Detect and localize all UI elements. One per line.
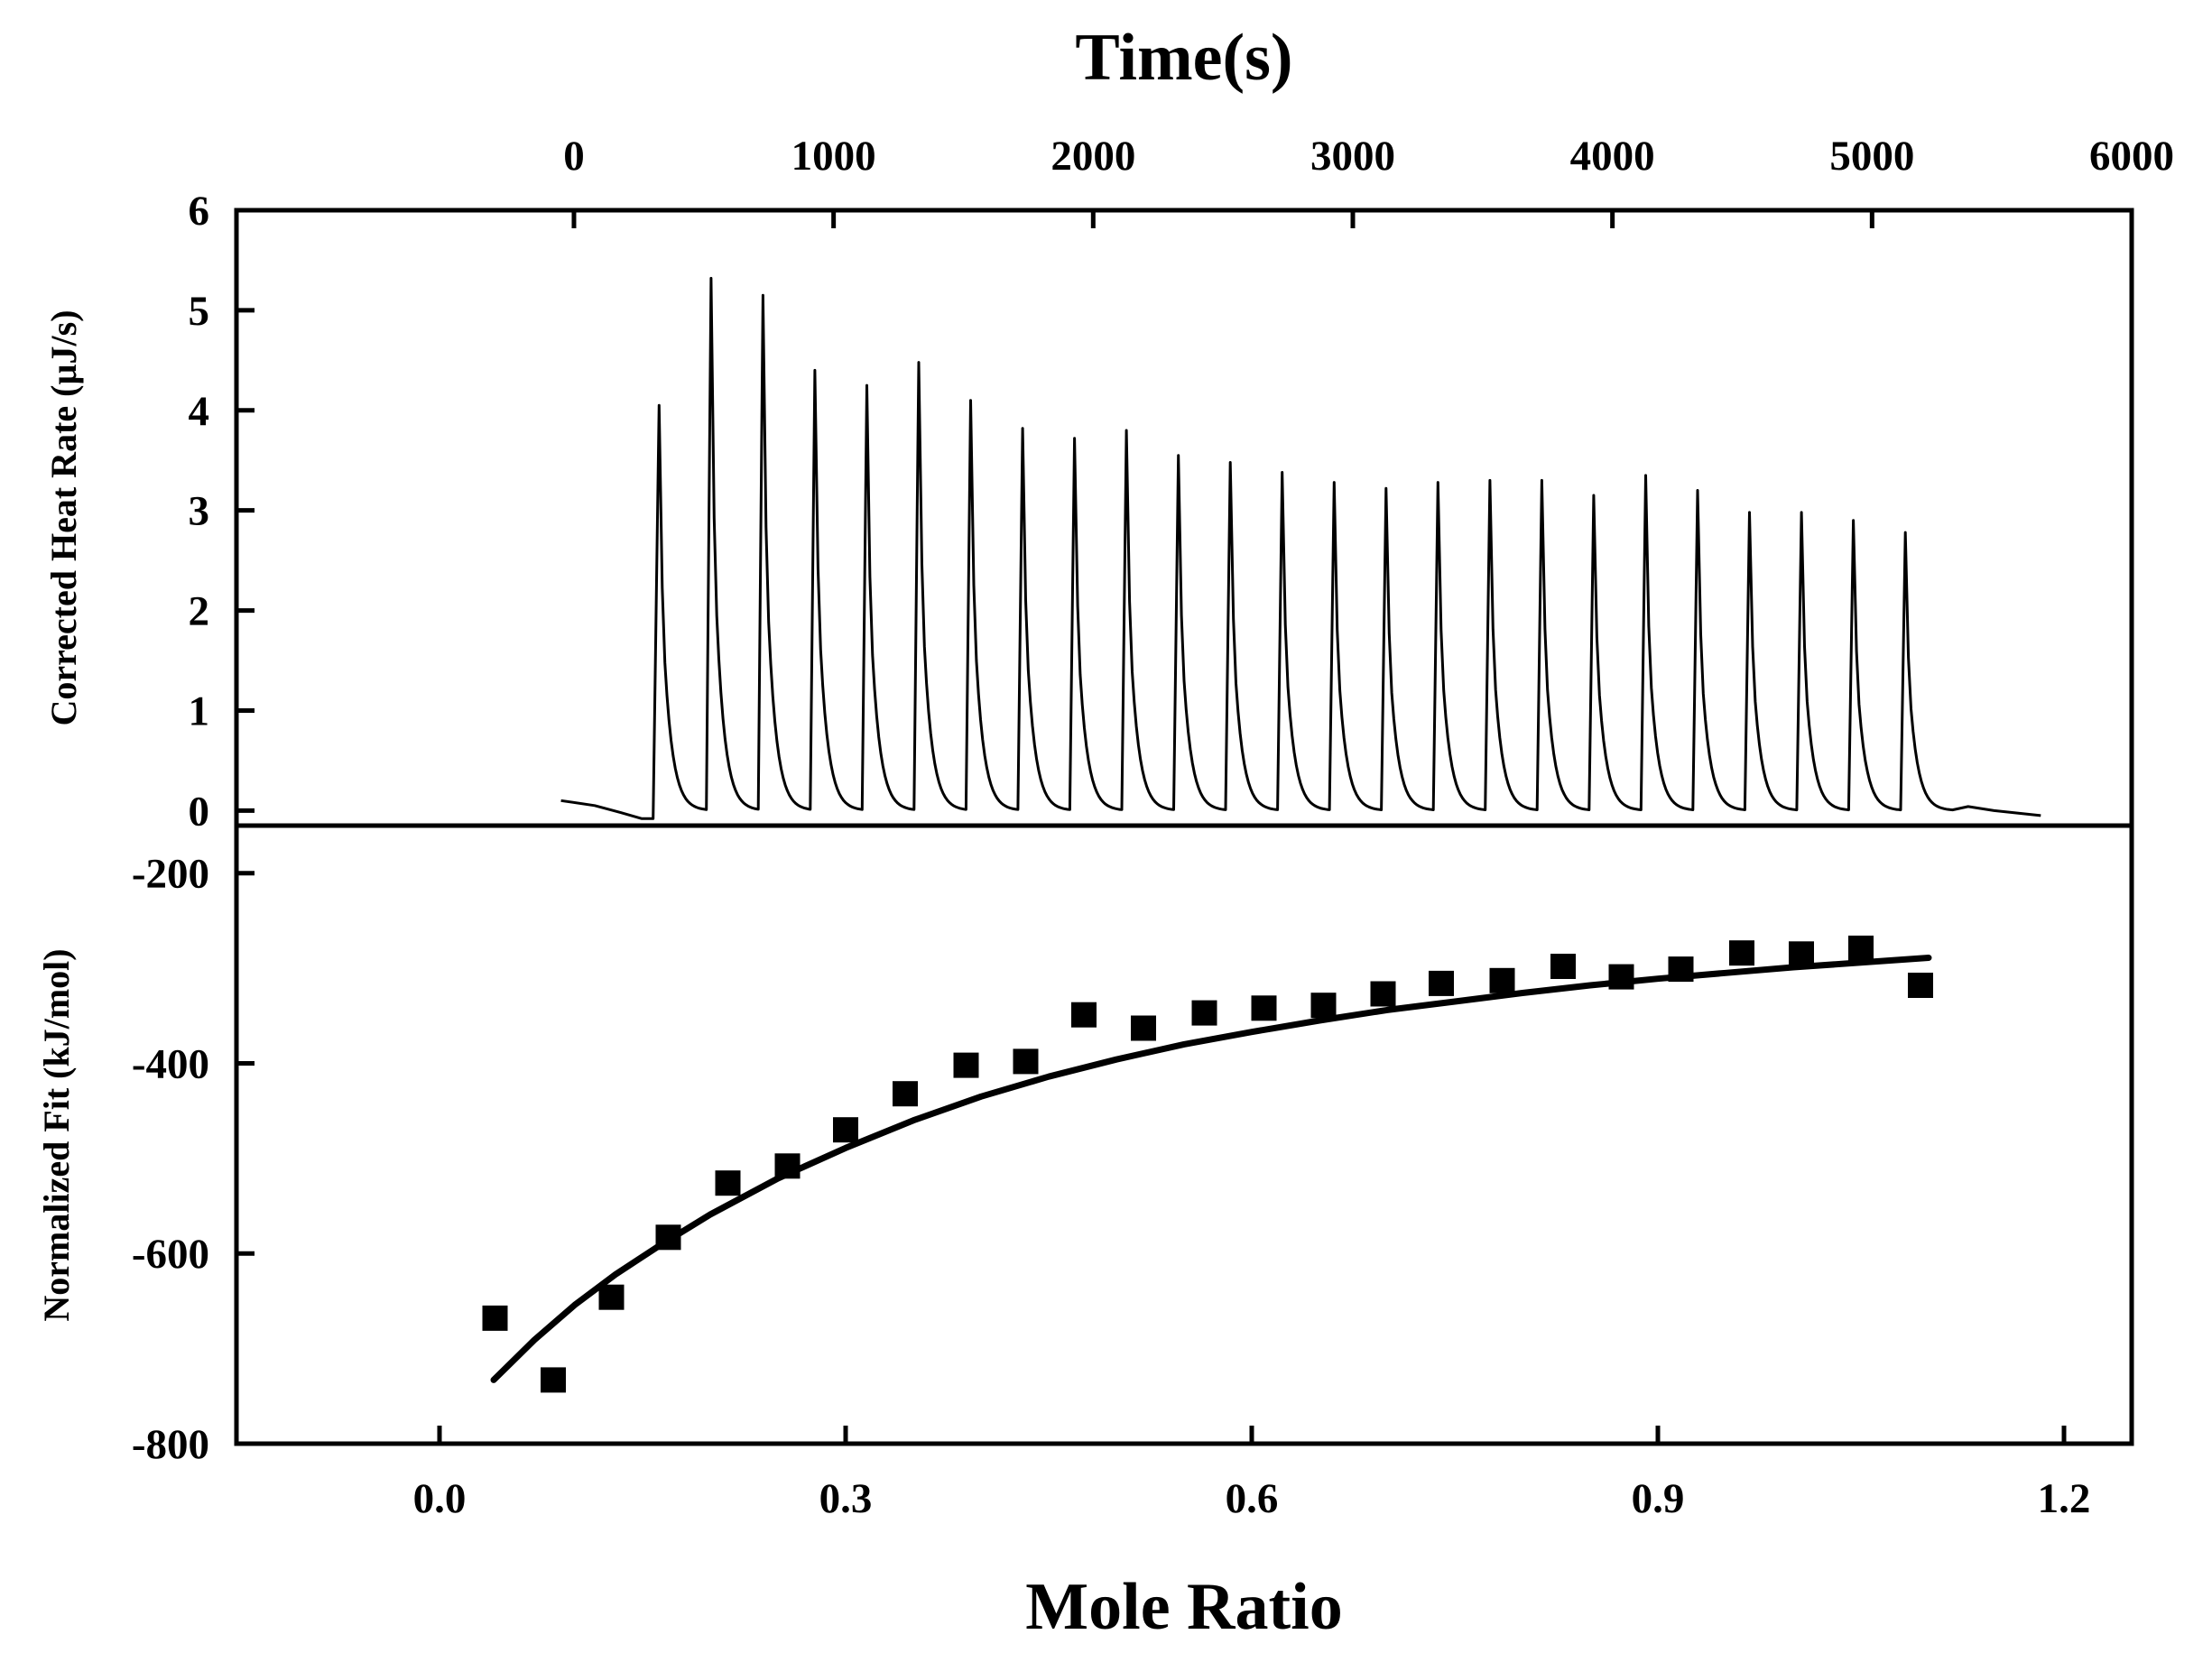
data-point (1191, 1000, 1217, 1026)
data-point (1668, 956, 1694, 983)
top-y-tick-label: 4 (189, 388, 210, 435)
top-y-axis-title: Corrected Heat Rate (µJ/s) (43, 309, 84, 725)
top-x-tick-label: 6000 (2089, 133, 2174, 180)
data-point (1848, 935, 1874, 961)
bottom-x-tick-label: 0.9 (1632, 1475, 1685, 1522)
top-x-tick-label: 2000 (1050, 133, 1135, 180)
data-point (1071, 1002, 1097, 1028)
data-point (1429, 970, 1454, 996)
thermogram-trace (560, 276, 2041, 820)
data-point (1489, 967, 1515, 993)
data-point (715, 1170, 741, 1196)
data-point (598, 1284, 625, 1310)
bottom-x-tick-label: 0.6 (1226, 1475, 1279, 1522)
data-point (774, 1153, 801, 1179)
data-point (1729, 940, 1754, 966)
bottom-y-tick-label: -600 (132, 1231, 209, 1278)
top-x-tick-label: 4000 (1570, 133, 1655, 180)
top-y-tick-label: 5 (189, 288, 210, 335)
top-x-tick-label: 5000 (1829, 133, 1914, 180)
data-point (541, 1367, 566, 1393)
bottom-y-axis-title: Normalized Fit (kJ/mol) (36, 948, 77, 1321)
bottom-x-tick-label: 0.0 (413, 1475, 467, 1522)
bottom-plot-frame (234, 823, 2134, 1446)
data-points (482, 935, 1933, 1393)
data-point (1550, 954, 1576, 979)
top-x-axis-title: Time(s) (1075, 21, 1292, 95)
top-y-ticks: 0 1 2 3 4 5 6 (189, 188, 255, 835)
data-point (1251, 995, 1277, 1021)
data-point (893, 1081, 918, 1107)
top-panel: 0 1000 2000 3000 4000 5000 6000 0 1 2 3 4 5 6 Time(s… (43, 21, 2174, 835)
top-y-tick-label: 1 (189, 688, 210, 734)
data-point (1908, 973, 1933, 998)
bottom-x-tick-label: 1.2 (2038, 1475, 2091, 1522)
data-point (1131, 1015, 1156, 1041)
top-y-tick-label: 2 (189, 588, 210, 635)
top-x-tick-label: 0 (563, 133, 585, 180)
bottom-y-tick-label: -200 (132, 851, 209, 898)
data-point (1608, 964, 1634, 990)
top-y-tick-label: 3 (189, 488, 210, 535)
top-plot-frame (234, 208, 2134, 828)
top-y-tick-label: 6 (189, 188, 210, 235)
bottom-y-tick-label: -400 (132, 1040, 209, 1087)
bottom-x-ticks: 0.0 0.3 0.6 0.9 1.2 (413, 1426, 2091, 1522)
data-point (1310, 993, 1337, 1019)
top-x-tick-label: 1000 (791, 133, 876, 180)
bottom-y-tick-label: -800 (132, 1421, 209, 1468)
data-point (655, 1224, 681, 1251)
bottom-y-ticks: -800 -600 -400 -200 (132, 851, 255, 1468)
data-point (953, 1052, 979, 1078)
top-y-tick-label: 0 (189, 788, 210, 835)
bottom-x-tick-label: 0.3 (819, 1475, 873, 1522)
data-point (1370, 981, 1396, 1007)
data-point (833, 1117, 858, 1143)
top-x-ticks: 0 1000 2000 3000 4000 5000 6000 (563, 133, 2174, 228)
top-x-tick-label: 3000 (1310, 133, 1395, 180)
data-point (1789, 941, 1814, 967)
bottom-x-axis-title: Mole Ratio (1025, 1570, 1342, 1644)
data-point (482, 1305, 508, 1331)
bottom-panel: 0.0 0.3 0.6 0.9 1.2 -800 -600 -400 -200 Mole Ra… (36, 823, 2134, 1644)
data-point (1013, 1048, 1039, 1075)
